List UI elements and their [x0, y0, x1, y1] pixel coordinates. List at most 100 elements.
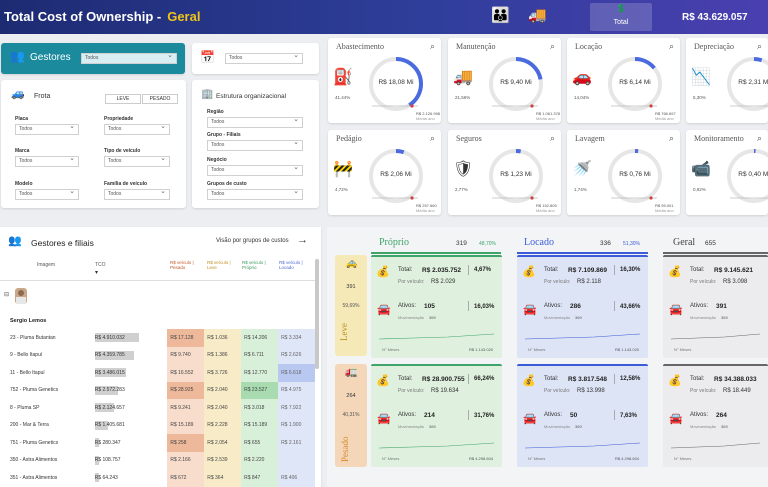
arrow-right-icon[interactable]: → [297, 234, 308, 246]
ownership-card-pesado-locado[interactable]: 💰 Total: R$ 3.817.548 Por veículo: R$ 13… [517, 364, 648, 467]
filial-name: 751 - Pluma Genetics [10, 439, 59, 446]
movimentacao-label: Movimentação [544, 424, 571, 429]
kpi-card-monitoramento[interactable]: Monitoramento ⌕ 📹 R$ 0,40 Mi 0,92% [686, 130, 768, 215]
per-vehicle-value: R$ 19.634 [431, 388, 459, 394]
ownership-card-pesado-proprio[interactable]: 💰 Total: R$ 28.900.755 Por veículo: R$ 1… [371, 364, 502, 467]
value-cell: R$ 9.740 [167, 346, 205, 364]
date-select[interactable]: Todos [225, 53, 303, 64]
table-row[interactable]: 200 - Mar & Terra R$ 1.405.681 R$ 15.189 R… [0, 416, 315, 434]
modelo-select[interactable]: Todos [15, 189, 79, 200]
table-row[interactable]: 752 - Pluma Genetics R$ 2.572.283 R$ 28.9… [0, 381, 315, 399]
tco-bar [94, 420, 108, 430]
search-icon[interactable]: ⌕ [756, 133, 762, 143]
table-row[interactable]: 11 - Bello Itapuí R$ 3.486.015 R$ 16.552 R… [0, 364, 315, 382]
divider [614, 374, 615, 384]
sort-desc-icon[interactable]: ▾ [95, 270, 99, 276]
table-row[interactable]: 350 - Astra Alimentos R$ 108.757 R$ 2.166… [0, 451, 315, 469]
value-cell: R$ 364 [204, 469, 242, 487]
table-row[interactable]: 9 - Bello Itapuí R$ 4.359.785 R$ 9.740 R$ … [0, 346, 315, 364]
tipo-veiculo-select[interactable]: Todos [104, 156, 170, 167]
per-vehicle-label: Por veículo: [544, 388, 571, 394]
people-icon: 👥 [8, 235, 22, 247]
kpi-card-lavagem[interactable]: Lavagem ⌕ 🚿 R$ 0,76 Mi 1,74% R$ 95.001 M… [567, 130, 680, 215]
gestores-filter[interactable]: 👥 Gestores Todos [1, 43, 185, 74]
movimentacao-value: 369 [575, 424, 582, 429]
kpi-card-depreciacao[interactable]: Depreciação ⌕ 📉 R$ 2,31 Mi 5,30% [686, 38, 768, 123]
filial-name: 23 - Pluma Butantan [10, 334, 56, 341]
truck-filter-icon[interactable]: 🚚 [528, 7, 547, 24]
col-proprio[interactable]: R$ veículo | Próprio [242, 260, 266, 270]
kpi-name: Lavagem [575, 134, 605, 143]
table-row[interactable]: 8 - Pluma SP R$ 2.124.657 R$ 9.241 R$ 2.04… [0, 399, 315, 417]
kpi-ring-fill [369, 149, 423, 203]
expand-collapse-icon[interactable]: ⊟ [4, 292, 10, 298]
kpi-card-seguros[interactable]: Seguros ⌕ 🛡 R$ 1,23 Mi 2,77% R$ 152.805 … [448, 130, 561, 215]
col-pesado[interactable]: R$ veículo | Pesado [170, 260, 194, 270]
gestores-select[interactable]: Todos [81, 53, 177, 64]
search-icon[interactable]: ⌕ [756, 41, 762, 51]
familia-veiculo-select[interactable]: Todos [104, 189, 170, 200]
table-scrollbar[interactable] [315, 259, 319, 369]
kpi-card-locacao[interactable]: Locação ⌕ 🚗 R$ 6,14 Mi 14,04% R$ 766.697… [567, 38, 680, 123]
marca-select[interactable]: Todos [15, 156, 79, 167]
grupos-custo-select[interactable]: Todos [207, 189, 303, 200]
search-icon[interactable]: ⌕ [549, 41, 555, 51]
kpi-pct: 14,04% [574, 95, 590, 100]
col-imagem[interactable]: Imagem [37, 262, 56, 268]
total-value: R$ 9.145.621 [714, 267, 754, 274]
value-cell: R$ 2.054 [204, 434, 242, 452]
col-locado[interactable]: R$ veículo | Locado [279, 260, 303, 270]
date-filter[interactable]: 📅 Todos [192, 43, 319, 74]
table-row[interactable]: 751 - Pluma Genetics R$ 280.347 R$ 258 R$ … [0, 434, 315, 452]
ownership-card-pesado-geral[interactable]: 💰 Total: R$ 34.388.033 Por veículo: R$ 1… [663, 364, 768, 467]
search-icon[interactable]: ⌕ [549, 133, 555, 143]
people-filter-icon[interactable]: 👪 [491, 7, 510, 24]
regiao-select[interactable]: Todos [207, 117, 303, 128]
search-icon[interactable]: ⌕ [668, 41, 674, 51]
kpi-avg-label: Média ano [536, 208, 555, 213]
search-icon[interactable]: ⌕ [429, 133, 435, 143]
ownership-card-leve-proprio[interactable]: 💰 Total: R$ 2.035.752 Por veículo: R$ 2.… [371, 255, 502, 358]
negocio-select[interactable]: Todos [207, 165, 303, 176]
kpi-card-pedagio[interactable]: Pedágio ⌕ 🚧 R$ 2,06 Mi 4,72% R$ 257.660 … [328, 130, 441, 215]
total-badge[interactable]: 💲 Total [590, 3, 652, 31]
divider [614, 265, 615, 275]
grupo-filiais-select[interactable]: Todos [207, 140, 303, 151]
search-icon[interactable]: ⌕ [429, 41, 435, 51]
placa-select[interactable]: Todos [15, 124, 79, 135]
locado-pct: 51,30% [623, 241, 640, 247]
leve-side-card[interactable]: 🚕 391 59,69% Leve [335, 255, 367, 356]
toggle-leve[interactable]: LEVE [105, 94, 141, 104]
manager-name[interactable]: Sergio Lemos [10, 318, 47, 324]
kpi-pct: 0,92% [693, 187, 706, 192]
ativos-value: 286 [570, 303, 581, 310]
ativos-label: Ativos: [398, 412, 417, 418]
view-cost-groups-link[interactable]: Visão por grupos de custos [216, 238, 289, 244]
value-cell: R$ 672 [167, 469, 205, 487]
ownership-card-leve-geral[interactable]: 💰 Total: R$ 9.145.621 Por veículo: R$ 3.… [663, 255, 768, 358]
kpi-total: R$ 2.126.998 [416, 111, 441, 116]
kpi-card-abastecimento[interactable]: Abastecimento ⌕ ⛽ R$ 18,08 Mi 41,44% R$ … [328, 38, 441, 123]
trend-line [379, 333, 494, 340]
kpi-name: Manutenção [456, 42, 496, 51]
value-cell: R$ 9.241 [167, 399, 205, 417]
table-row[interactable]: 351 - Astra Alimentos R$ 64.243 R$ 672 R$ … [0, 469, 315, 487]
total-pct: 12,58% [620, 376, 641, 382]
search-icon[interactable]: ⌕ [668, 133, 674, 143]
col-tco[interactable]: TCO [95, 262, 106, 268]
tco-value: R$ 2.124.657 [94, 404, 125, 411]
filial-name: 200 - Mar & Terra [10, 422, 49, 429]
propriedade-select[interactable]: Todos [104, 124, 170, 135]
pesado-side-card[interactable]: 🚛 264 40,31% Pesado [335, 364, 367, 467]
kpi-card-manutencao[interactable]: Manutenção ⌕ 🚚 R$ 9,40 Mi 21,56% R$ 1.06… [448, 38, 561, 123]
toggle-pesado[interactable]: PESADO [142, 94, 178, 104]
ownership-card-leve-locado[interactable]: 💰 Total: R$ 7.109.869 Por veículo: R$ 2.… [517, 255, 648, 358]
months-label: N° Meses [674, 347, 692, 352]
kpi-name: Seguros [456, 134, 482, 143]
page-title: Total Cost of Ownership - Geral [4, 9, 201, 24]
ativos-pct: 16,03% [474, 304, 495, 310]
table-row[interactable]: 23 - Pluma Butantan R$ 4.910.032 R$ 17.12… [0, 329, 315, 347]
col-leve[interactable]: R$ veículo | Leve [207, 260, 231, 270]
ativos-label: Ativos: [544, 412, 563, 418]
sparkline-marker [530, 196, 534, 200]
